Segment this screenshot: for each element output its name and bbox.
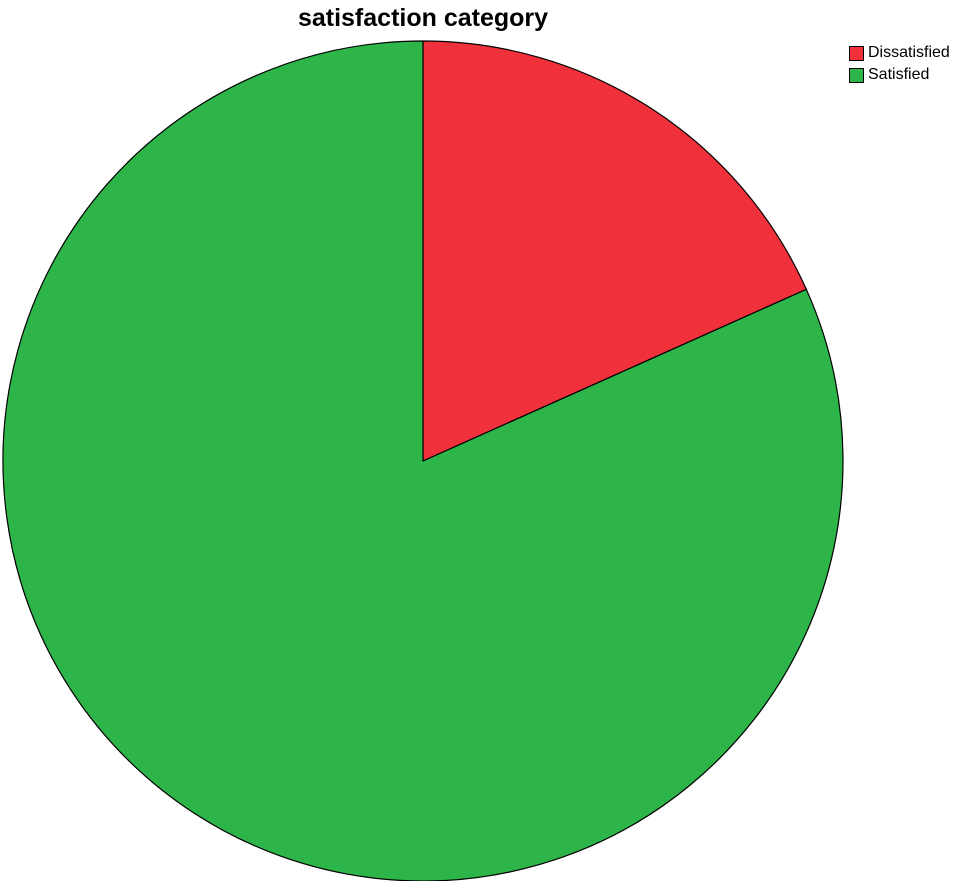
pie-slice-dissatisfied	[422, 40, 807, 462]
legend-swatch-satisfied	[849, 67, 864, 83]
legend-label-satisfied: Satisfied	[868, 66, 930, 83]
legend-label-dissatisfied: Dissatisfied	[868, 44, 950, 61]
pie-slice-satisfied	[2, 40, 844, 881]
legend-item-satisfied: Satisfied	[849, 64, 950, 86]
legend-item-dissatisfied: Dissatisfied	[849, 42, 950, 64]
chart-title: satisfaction category	[297, 4, 549, 32]
pie-slices	[2, 40, 844, 881]
legend-swatch-dissatisfied	[849, 45, 864, 61]
legend: Dissatisfied Satisfied	[849, 42, 950, 86]
